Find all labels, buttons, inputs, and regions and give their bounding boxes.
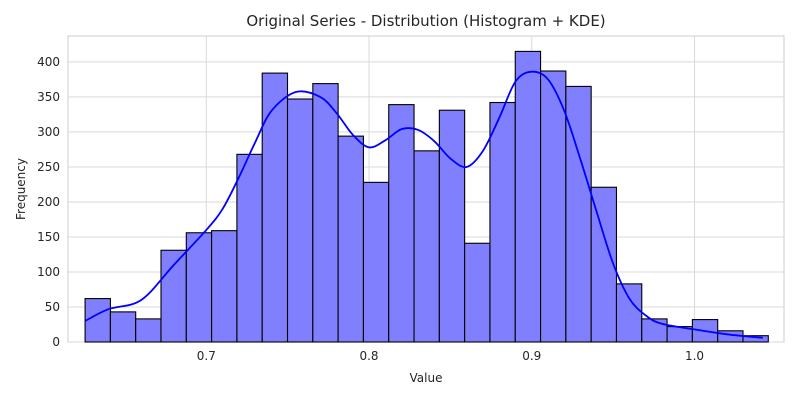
histogram-bar — [135, 318, 162, 343]
y-tick-label: 150 — [37, 230, 60, 244]
x-axis-ticks: 0.7 0.8 0.9 1.0 — [197, 349, 704, 363]
histogram-bar — [413, 150, 440, 343]
x-tick-label: 0.7 — [197, 349, 216, 363]
histogram-bar — [286, 98, 314, 343]
y-tick-label: 350 — [37, 90, 60, 104]
histogram-bars — [84, 50, 769, 343]
histogram-bar — [540, 70, 567, 343]
y-tick-label: 300 — [37, 125, 60, 139]
x-axis-label: Value — [410, 371, 443, 385]
y-axis-label: Frequency — [14, 158, 28, 220]
histogram-bar — [84, 298, 111, 343]
histogram-bar — [742, 335, 769, 343]
histogram-bar — [388, 104, 415, 343]
histogram-bar — [464, 242, 491, 343]
histogram-bar — [362, 181, 390, 343]
chart-title: Original Series - Distribution (Histogra… — [246, 12, 605, 30]
kde-curve-group — [84, 70, 763, 339]
histogram-bar — [590, 186, 618, 343]
histogram-bar — [109, 311, 137, 343]
histogram-bar — [514, 50, 542, 343]
x-tick-label: 1.0 — [685, 349, 704, 363]
y-tick-label: 100 — [37, 265, 60, 279]
histogram-bar — [641, 318, 668, 343]
y-tick-label: 200 — [37, 195, 60, 209]
y-tick-label: 0 — [52, 335, 60, 349]
y-tick-label: 400 — [37, 55, 60, 69]
histogram-bar — [261, 72, 289, 343]
x-tick-label: 0.8 — [359, 349, 378, 363]
kde-line — [84, 70, 763, 339]
histogram-bar — [211, 230, 238, 343]
histogram-bar — [438, 109, 466, 343]
y-tick-label: 50 — [45, 300, 60, 314]
histogram-bar — [489, 101, 516, 343]
histogram-bar — [337, 135, 364, 343]
histogram-bar — [312, 83, 339, 343]
x-tick-label: 0.9 — [522, 349, 541, 363]
y-axis-ticks: 0 50 100 150 200 250 300 350 400 — [37, 55, 60, 349]
histogram-bar — [615, 283, 643, 343]
histogram-bar — [185, 232, 213, 343]
histogram-bar — [236, 153, 263, 343]
y-tick-label: 250 — [37, 160, 60, 174]
